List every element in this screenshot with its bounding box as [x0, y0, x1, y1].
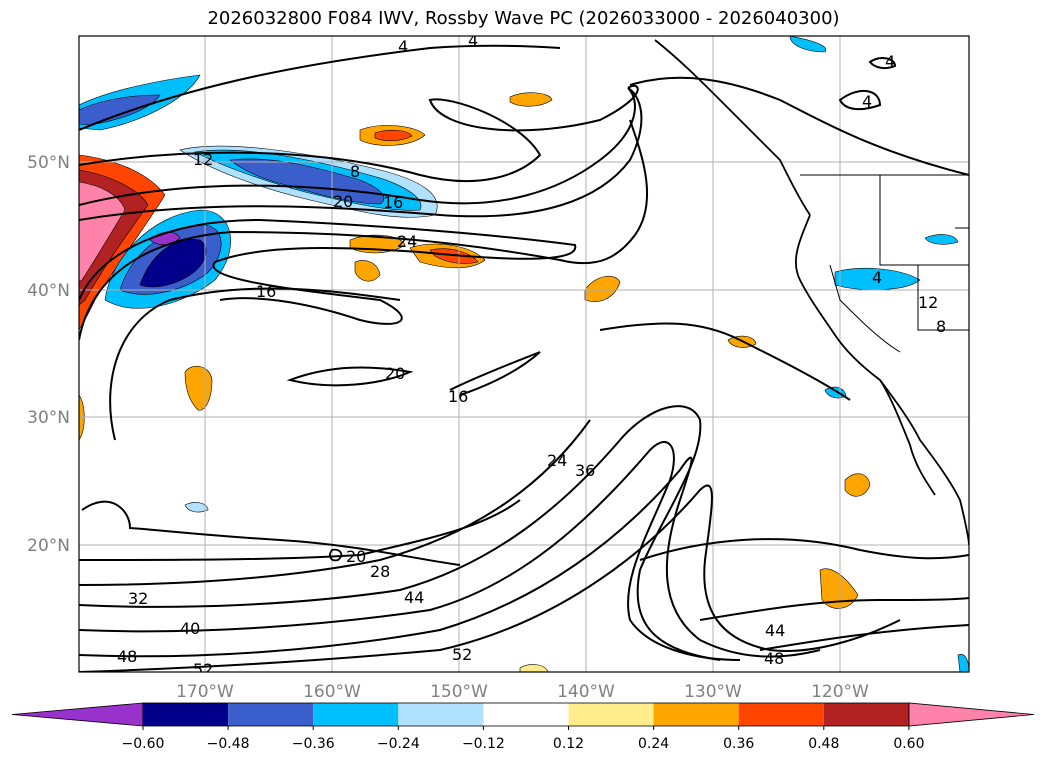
contour-label: 32: [128, 589, 148, 608]
grid-lines: [79, 36, 969, 672]
colorbar-tick-label: −0.24: [377, 736, 420, 752]
colorbar-segment: [313, 703, 399, 726]
contour-label: 52: [452, 645, 472, 664]
colorbar-segment: [398, 703, 484, 726]
lat-label: 20°N: [27, 536, 70, 556]
contour-label: 44: [404, 588, 424, 607]
lon-label: 170°W: [176, 682, 234, 702]
colorbar-border: [142, 702, 910, 727]
longitude-labels: 170°W 160°W 150°W 140°W 130°W 120°W: [176, 682, 869, 702]
contour-label: 4: [468, 31, 478, 50]
lat-label: 40°N: [27, 281, 70, 301]
colorbar-tick-label: −0.36: [292, 736, 335, 752]
contour-label: 52: [193, 660, 213, 679]
colorbar-tick-label: 0.60: [893, 736, 924, 752]
contour-label: 36: [575, 461, 595, 480]
colorbar-segment: [568, 703, 654, 726]
colorbar-tick-label: −0.12: [462, 736, 505, 752]
contour-label: 20: [333, 192, 353, 211]
latitude-labels: 50°N 40°N 30°N 20°N: [27, 153, 70, 556]
colorbar-segment: [228, 703, 314, 726]
colorbar-tick-label: −0.48: [207, 736, 250, 752]
contour-label: 4: [862, 92, 872, 111]
contour-label: 8: [350, 162, 360, 181]
contour-label: 44: [765, 621, 785, 640]
contour-label: 4: [872, 268, 882, 287]
lat-label: 30°N: [27, 408, 70, 428]
contour-label: 24: [397, 232, 417, 251]
contour-labels: 4 4 4 4 12 8 20 16 24 16 20 16 24 36 20 …: [117, 31, 946, 679]
colorbar-tick-label: 0.24: [638, 736, 669, 752]
contour-label: 8: [936, 317, 946, 336]
colorbar-extend-min: [11, 702, 144, 727]
map-frame: [78, 35, 970, 673]
contour-label: 16: [256, 282, 276, 301]
political-borders: [800, 174, 969, 353]
contour-label: 16: [383, 193, 403, 212]
contour-label: 4: [885, 52, 895, 71]
contour-label: 28: [370, 562, 390, 581]
lat-label: 50°N: [27, 153, 70, 173]
coastlines: [329, 39, 969, 562]
contour-label: 20: [346, 547, 366, 566]
contour-label: 48: [764, 649, 784, 668]
lon-label: 160°W: [303, 682, 361, 702]
map-title: 2026032800 F084 IWV, Rossby Wave PC (202…: [207, 8, 840, 29]
contour-label: 4: [398, 37, 408, 56]
contour-label: 12: [193, 150, 213, 169]
shading-layer: [79, 36, 969, 672]
colorbar-segment: [653, 703, 739, 726]
colorbar-segment: [823, 703, 909, 726]
lon-label: 120°W: [811, 682, 869, 702]
lon-label: 150°W: [430, 682, 488, 702]
contour-label: 40: [180, 619, 200, 638]
colorbar-tick-label: −0.60: [122, 736, 165, 752]
lon-label: 140°W: [557, 682, 615, 702]
contour-label: 16: [448, 387, 468, 406]
contour-label: 12: [918, 293, 938, 312]
colorbar-extend-max: [908, 702, 1035, 727]
iwv-contours: [79, 44, 969, 672]
colorbar-segment: [143, 703, 229, 726]
colorbar-segment: [738, 703, 824, 726]
contour-label: 24: [547, 451, 567, 470]
contour-label: 20: [385, 364, 405, 383]
contour-label: 48: [117, 647, 137, 666]
map-area: 4 4 4 4 12 8 20 16 24 16 20 16 24 36 20 …: [79, 31, 969, 679]
colorbar-segment: [483, 703, 569, 726]
colorbar-tick-label: 0.12: [553, 736, 584, 752]
colorbar-tick-label: 0.48: [808, 736, 839, 752]
colorbar-tick-label: 0.36: [723, 736, 754, 752]
colorbar: −0.60 −0.48 −0.36 −0.24 −0.12 0.12 0.24 0.36 0.4…: [11, 702, 1035, 752]
lon-label: 130°W: [684, 682, 742, 702]
